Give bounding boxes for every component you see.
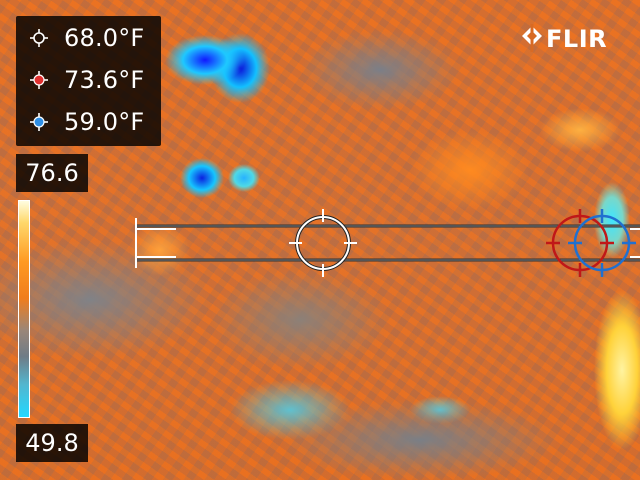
scale-max[interactable]: 76.6 [16, 154, 88, 192]
readout-value: 73.6°F [64, 66, 145, 94]
brand-name: FLIR [546, 25, 608, 53]
center-spot-marker[interactable] [289, 209, 357, 277]
color-scale-bar [18, 200, 30, 418]
scale-min[interactable]: 49.8 [16, 424, 88, 462]
measurement-readouts: 68.0°F 73.6°F 59.0°F [16, 16, 161, 146]
flir-logo-icon [522, 24, 542, 52]
readout-box-average[interactable]: 68.0°F [16, 18, 161, 58]
crosshair-blue-icon [30, 113, 48, 131]
crosshair-white-icon [30, 29, 48, 47]
readout-cold-spot[interactable]: 59.0°F [16, 102, 161, 142]
cold-spot-marker[interactable] [568, 209, 636, 277]
hot-spot-marker[interactable] [546, 209, 614, 277]
readout-hot-spot[interactable]: 73.6°F [16, 60, 161, 100]
crosshair-red-icon [30, 71, 48, 89]
readout-value: 59.0°F [64, 108, 145, 136]
readout-value: 68.0°F [64, 24, 145, 52]
flir-logo: FLIR [520, 24, 620, 54]
measurement-box[interactable] [135, 218, 640, 268]
